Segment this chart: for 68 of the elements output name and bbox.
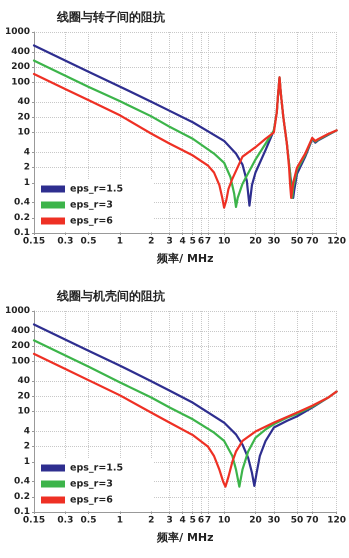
y-tick-label: 10 (17, 406, 30, 416)
legend-label: eps_r=3 (70, 478, 113, 490)
y-tick-label: 100 (11, 77, 30, 88)
x-tick-label: 0.5 (80, 516, 96, 526)
x-tick-label: 0.5 (80, 236, 96, 246)
y-tick-label: 40 (17, 376, 30, 386)
y-tick-label: 400 (11, 46, 30, 57)
x-tick-label: 6 (198, 236, 204, 246)
y-tick-label: 2 (24, 162, 30, 173)
x-tick-label: 3 (166, 236, 173, 246)
x-tick-label: 50 (290, 516, 304, 526)
y-tick-label: 200 (11, 62, 30, 72)
x-tick-label: 30 (268, 516, 280, 526)
x-tick-label: 50 (290, 236, 304, 246)
x-tick-label: 10 (218, 516, 230, 526)
x-tick-label: 0.3 (57, 516, 74, 526)
x-axis-title: 频率/ MHz (156, 252, 214, 265)
x-tick-label: 5 (190, 516, 196, 526)
y-tick-label: 1000 (4, 306, 30, 316)
x-tick-label: 10 (218, 236, 230, 246)
y-tick-label: 20 (17, 112, 30, 122)
y-tick-label: 20 (17, 391, 30, 402)
x-tick-label: 0.15 (22, 516, 46, 526)
chart-title: 线圈与机壳间的阻抗 (56, 289, 165, 303)
x-tick-label: 1 (116, 516, 124, 526)
x-tick-label: 6 (198, 516, 204, 526)
x-tick-label: 2 (148, 236, 154, 246)
y-tick-label: 100 (11, 356, 30, 366)
y-tick-label: 0.1 (14, 228, 30, 238)
x-tick-label: 1 (116, 236, 124, 246)
x-tick-label: 0.3 (57, 236, 74, 246)
x-tick-label: 120 (327, 236, 346, 246)
y-tick-label: 200 (11, 341, 30, 352)
legend-label: eps_r=6 (70, 216, 114, 226)
y-tick-label: 10 (17, 128, 30, 138)
y-tick-label: 4 (24, 426, 30, 436)
y-tick-label: 0.2 (14, 212, 30, 223)
y-tick-label: 4 (24, 147, 30, 158)
x-tick-label: 7 (204, 516, 212, 526)
y-tick-label: 0.4 (14, 198, 30, 208)
y-tick-label: 1 (24, 178, 30, 188)
x-tick-label: 120 (327, 516, 346, 526)
y-tick-label: 400 (11, 326, 30, 336)
y-tick-label: 2 (24, 442, 30, 452)
x-tick-label: 4 (180, 236, 186, 246)
legend-label: eps_r=3 (70, 200, 113, 210)
x-tick-label: 4 (180, 516, 186, 526)
x-tick-label: 20 (249, 236, 262, 246)
y-tick-label: 0.2 (14, 492, 30, 502)
y-tick-label: 0.1 (14, 507, 30, 517)
x-tick-label: 70 (306, 516, 318, 526)
y-tick-label: 40 (17, 97, 30, 108)
x-tick-label: 2 (148, 516, 154, 526)
x-tick-label: 5 (190, 236, 196, 246)
x-tick-label: 0.15 (22, 236, 46, 246)
x-tick-label: 70 (306, 236, 318, 246)
legend-label: eps_r=6 (70, 494, 114, 506)
x-tick-label: 30 (268, 236, 280, 246)
x-tick-label: 20 (249, 516, 262, 526)
legend-label: eps_r=1.5 (70, 184, 124, 194)
y-tick-label: 0.4 (14, 476, 30, 487)
x-tick-label: 3 (166, 516, 173, 526)
y-tick-label: 1000 (4, 27, 30, 37)
x-axis-title: 频率/ MHz (156, 531, 214, 544)
legend-label: eps_r=1.5 (70, 462, 124, 474)
y-tick-label: 1 (24, 456, 30, 467)
x-tick-label: 7 (204, 236, 212, 246)
chart-title: 线圈与转子间的阻抗 (56, 10, 165, 24)
